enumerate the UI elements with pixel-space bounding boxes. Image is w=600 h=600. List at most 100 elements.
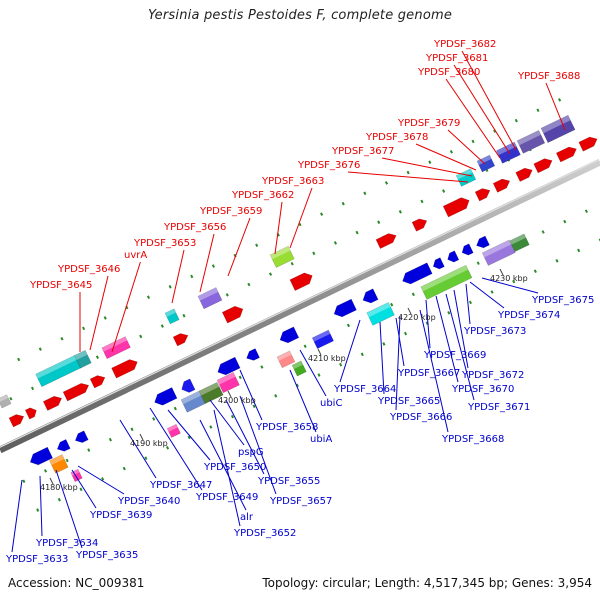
track-tick (144, 456, 148, 460)
gene-arrow-shape (333, 298, 357, 318)
track-tick (295, 383, 299, 388)
track-tick (317, 373, 321, 377)
gene-arrow (221, 305, 244, 324)
gene-arrow-shape (221, 305, 244, 324)
reverse-gene-label: YPDSF_3668 (441, 434, 504, 445)
gene-block (276, 350, 296, 369)
gene-block (455, 168, 477, 187)
reverse-gene-label: YPDSF_3633 (5, 554, 68, 565)
reverse-gene-label: YPDSF_3675 (531, 295, 594, 306)
genome-stats-text: Topology: circular; Length: 4,517,345 bp… (262, 576, 592, 590)
gene-arrow-shape (515, 167, 533, 182)
gene-arrow (411, 218, 428, 232)
gene-arrow (555, 146, 577, 163)
forward-gene-label: YPDSF_3688 (517, 71, 580, 82)
track-tick (79, 487, 83, 492)
track-tick (255, 243, 259, 248)
reverse-leader-line (239, 369, 263, 421)
track-tick (555, 259, 559, 263)
forward-gene-label: YPDSF_3646 (57, 264, 120, 275)
gene-block (311, 329, 334, 350)
track-tick (108, 437, 112, 442)
forward-gene-label: YPDSF_3645 (29, 280, 92, 291)
track-tick (43, 469, 48, 473)
reverse-gene-label: YPDSF_3666 (389, 412, 452, 423)
gene-block-shape (481, 239, 516, 266)
track-tick (146, 295, 151, 299)
gene-arrow-shape (492, 178, 511, 193)
scale-tick (49, 477, 54, 485)
track-tick (57, 497, 61, 502)
gene-block (269, 245, 295, 268)
gene-arrow (461, 243, 474, 256)
reverse-leader-line (209, 399, 245, 446)
gene-block-shine (277, 350, 292, 361)
reverse-leader-line (77, 465, 125, 495)
reverse-leader-line (465, 283, 471, 325)
gene-block-shine (181, 391, 202, 405)
track-tick (398, 210, 402, 214)
reverse-gene-label: YPDSF_3664 (333, 384, 396, 395)
track-tick (238, 375, 242, 380)
track-tick (247, 282, 251, 287)
gene-arrow-shape (111, 359, 138, 379)
track-tick (268, 272, 273, 276)
gene-block-shape (516, 130, 546, 154)
gene-arrow (74, 430, 89, 443)
reverse-gene-label: ubiC (320, 398, 342, 409)
gene-arrow-shape (217, 356, 241, 376)
reverse-leader-line (199, 419, 247, 511)
reverse-leader-line (149, 407, 203, 491)
track-tick (558, 98, 562, 102)
gene-arrow (447, 250, 460, 263)
gene-block (49, 454, 69, 474)
gene-arrow-shape (402, 262, 433, 285)
reverse-leader-line (445, 293, 475, 401)
track-tick (339, 362, 343, 367)
gene-arrow (578, 136, 598, 152)
gene-block-shine (199, 382, 220, 396)
gene-block (496, 141, 521, 164)
gene-block-shine (0, 394, 9, 403)
gene-block (198, 382, 224, 404)
reverse-leader-line (419, 309, 449, 433)
forward-leader-line (89, 275, 109, 351)
reverse-leader-line (299, 349, 327, 397)
track-tick (36, 508, 40, 512)
track-tick (406, 170, 410, 175)
reverse-leader-line (435, 295, 459, 383)
gene-arrow-shape (476, 235, 490, 249)
track-tick (536, 108, 540, 113)
forward-gene-label: YPDSF_3679 (397, 118, 460, 129)
scale-label: 4230 kbp (490, 274, 528, 283)
gene-block-shine (35, 355, 78, 379)
gene-arrow-shape (442, 197, 470, 218)
scale-label: 4180 kbp (40, 483, 78, 492)
gene-arrow-shape (474, 188, 491, 202)
scale-label: 4200 kbp (218, 396, 256, 405)
track-tick (512, 279, 516, 284)
map-title: Yersinia pestis Pestoides F, complete ge… (147, 8, 453, 23)
gene-arrow-shape (555, 146, 577, 163)
gene-block-shape (74, 349, 92, 369)
reverse-leader-line (469, 281, 505, 309)
track-tick (290, 261, 294, 266)
gene-arrow-shape (56, 439, 71, 452)
gene-block (420, 264, 473, 300)
gene-block-shape (269, 245, 295, 268)
gene-block-shape (0, 394, 12, 409)
gene-block-shape (509, 233, 530, 252)
track-tick (312, 251, 316, 256)
gene-arrow-shape (89, 375, 106, 389)
forward-gene-label: YPDSF_3662 (231, 190, 294, 201)
track-tick (468, 300, 473, 305)
feature-layer (0, 114, 598, 482)
gene-block-shape (366, 302, 395, 326)
gene-block-shine (49, 454, 65, 466)
forward-leader-line (289, 187, 313, 249)
reverse-gene-label: YPDSF_3649 (195, 492, 258, 503)
forward-gene-label: YPDSF_3681 (425, 53, 488, 64)
gene-arrow-shape (447, 250, 460, 263)
track-tick (173, 406, 177, 411)
reverse-leader-line (289, 369, 317, 433)
